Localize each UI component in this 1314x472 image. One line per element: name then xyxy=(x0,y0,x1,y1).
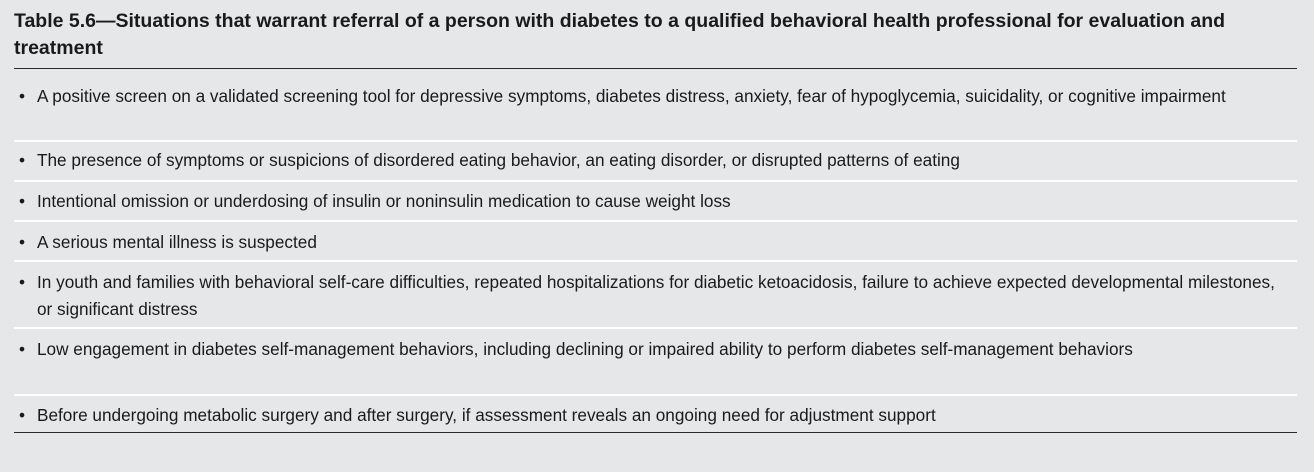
bullet-icon: • xyxy=(18,150,26,170)
bullet-icon: • xyxy=(18,272,26,292)
table-row: • A positive screen on a validated scree… xyxy=(14,69,1297,140)
table-title: Table 5.6—Situations that warrant referr… xyxy=(14,10,1226,59)
table-top-rule xyxy=(14,68,1297,69)
bullet-icon: • xyxy=(18,232,26,252)
table-body: • A positive screen on a validated scree… xyxy=(14,69,1297,432)
row-text: Low engagement in diabetes self-manageme… xyxy=(37,339,1133,359)
table-row: • Low engagement in diabetes self-manage… xyxy=(14,327,1297,394)
table-row: • A serious mental illness is suspected xyxy=(14,220,1297,260)
table-row: • In youth and families with behavioral … xyxy=(14,260,1297,327)
row-text: Intentional omission or underdosing of i… xyxy=(37,191,731,211)
row-text: The presence of symptoms or suspicions o… xyxy=(37,150,960,170)
bullet-icon: • xyxy=(18,339,26,359)
bullet-icon: • xyxy=(18,405,26,425)
row-text: A serious mental illness is suspected xyxy=(37,232,317,252)
row-text: A positive screen on a validated screeni… xyxy=(37,86,1226,106)
table-bottom-rule xyxy=(14,432,1297,433)
table-row: • Intentional omission or underdosing of… xyxy=(14,180,1297,220)
bullet-icon: • xyxy=(18,86,26,106)
referral-table: Table 5.6—Situations that warrant referr… xyxy=(14,8,1297,433)
table-row: • Before undergoing metabolic surgery an… xyxy=(14,394,1297,432)
bullet-icon: • xyxy=(18,191,26,211)
row-text: Before undergoing metabolic surgery and … xyxy=(37,405,936,425)
row-text: In youth and families with behavioral se… xyxy=(37,272,1275,319)
table-row: • The presence of symptoms or suspicions… xyxy=(14,140,1297,180)
